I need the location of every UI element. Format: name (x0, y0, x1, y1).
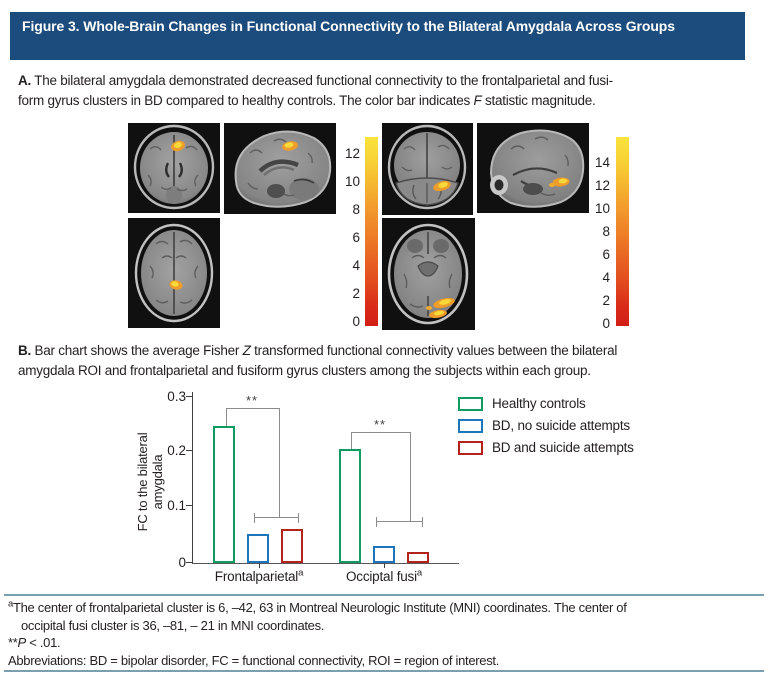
panel-a-line1: A. The bilateral amygdala demonstrated d… (18, 73, 613, 88)
f-statistic-symbol: F (473, 93, 482, 108)
colorbar-tick: 14 (594, 155, 610, 170)
colorbar-tick: 6 (352, 230, 360, 245)
colorbar-tick: 0 (602, 316, 610, 331)
legend-item-bd-no-suicide: BD, no suicide attempts (458, 418, 634, 433)
panel-b-label: B. (18, 343, 31, 358)
figure-title: Figure 3. Whole-Brain Changes in Functio… (22, 18, 675, 34)
x-category-label: Occiptal fusia (345, 567, 423, 584)
mri-axial-frontalparietal (128, 218, 220, 328)
legend-item-bd-suicide: BD and suicide attempts (458, 440, 634, 455)
bar-occiptal-fusi-series2 (407, 552, 429, 563)
bracket-line (351, 432, 352, 449)
panel-a-label: A. (18, 73, 31, 88)
bar-frontalparietal-series2 (281, 529, 303, 563)
bracket-capline (254, 513, 299, 523)
fisher-z-symbol: Z (242, 343, 251, 358)
bar-occiptal-fusi-series0 (339, 449, 361, 563)
activation-blob (549, 177, 570, 187)
bar-frontalparietal-series1 (247, 534, 269, 563)
bar-occiptal-fusi-series1 (373, 546, 395, 563)
colorbar-occipital: 14 12 10 8 6 4 2 0 (590, 135, 630, 335)
panel-a-caption: A. The bilateral amygdala demonstrated d… (18, 71, 750, 111)
footnote-a-line1: aThe center of frontalparietal cluster i… (8, 598, 627, 615)
bracket-line (279, 408, 280, 517)
panel-a-line2: form gyrus clusters in BD compared to he… (18, 93, 596, 108)
bracket-line (226, 408, 227, 426)
x-category-label: Frontalparietala (214, 567, 304, 584)
y-tick-label: 0.1 (167, 498, 186, 513)
colorbar-gradient (616, 137, 629, 326)
y-tick-label: 0.2 (167, 443, 186, 458)
bracket-line (410, 432, 411, 521)
divider-rule-bottom (4, 670, 764, 672)
activation-blob (282, 141, 298, 151)
legend-swatch-green (458, 396, 483, 411)
colorbar-tick: 8 (352, 202, 360, 217)
panel-b-line1: B. Bar chart shows the average Fisher Z … (18, 343, 618, 358)
colorbar-tick: 10 (594, 201, 610, 216)
mri-sagittal-frontalparietal (224, 123, 336, 214)
panel-b-caption: B. Bar chart shows the average Fisher Z … (18, 341, 750, 380)
significance-marker: ** (373, 417, 387, 432)
colorbar-tick: 2 (352, 286, 360, 301)
footnote-pvalue: **P < .01. (8, 635, 61, 650)
significance-marker: ** (245, 393, 259, 408)
y-axis-label: FC to the bilateral amygdala (135, 432, 165, 532)
footnote-a-line2: occipital fusi cluster is 36, –81, – 21 … (21, 617, 325, 633)
colorbar-tick: 4 (602, 270, 610, 285)
chart-legend: Healthy controls BD, no suicide attempts… (458, 396, 634, 462)
mri-coronal-frontalparietal (128, 123, 220, 213)
colorbar-tick: 12 (344, 146, 360, 161)
bracket-line (226, 408, 279, 409)
mri-coronal-occipital (382, 123, 473, 215)
colorbar-tick: 2 (602, 293, 610, 308)
colorbar-tick: 4 (352, 258, 360, 273)
y-tick-label: 0 (178, 555, 186, 570)
colorbar-tick: 8 (602, 224, 610, 239)
activation-blob (426, 297, 455, 319)
bar-frontalparietal-series0 (213, 426, 235, 563)
colorbar-tick: 0 (352, 314, 360, 329)
panel-b-line2: amygdala ROI and frontalparietal and fus… (18, 362, 591, 378)
colorbar-gradient (365, 137, 378, 326)
y-tick-mark (186, 562, 192, 563)
legend-item-healthy-controls: Healthy controls (458, 396, 634, 411)
footnote-abbreviations: Abbreviations: BD = bipolar disorder, FC… (8, 652, 500, 668)
x-tick-mark (384, 563, 385, 568)
activation-blob (171, 140, 185, 152)
figure-header: Figure 3. Whole-Brain Changes in Functio… (10, 12, 745, 60)
legend-swatch-blue (458, 418, 483, 433)
bracket-capline (376, 517, 423, 527)
colorbar-tick: 6 (602, 247, 610, 262)
mri-axial-occipital (382, 218, 475, 330)
y-tick-mark (186, 505, 192, 506)
activation-blob (169, 280, 183, 290)
y-tick-mark (186, 396, 192, 397)
footnotes: aThe center of frontalparietal cluster i… (8, 599, 760, 669)
mri-sagittal-occipital (477, 123, 589, 213)
divider-rule-top (4, 594, 764, 596)
x-tick-mark (259, 563, 260, 568)
colorbar-frontalparietal: 12 10 8 6 4 2 0 (340, 135, 380, 335)
y-tick-mark (186, 450, 192, 451)
y-tick-label: 0.3 (167, 389, 186, 404)
colorbar-tick: 12 (594, 178, 610, 193)
colorbar-tick: 10 (344, 174, 360, 189)
activation-blob (433, 180, 451, 192)
legend-swatch-red (458, 440, 483, 455)
bar-plot-area: ** ** Frontalparietala Occiptal fusia (192, 392, 459, 584)
bracket-line (351, 432, 410, 433)
